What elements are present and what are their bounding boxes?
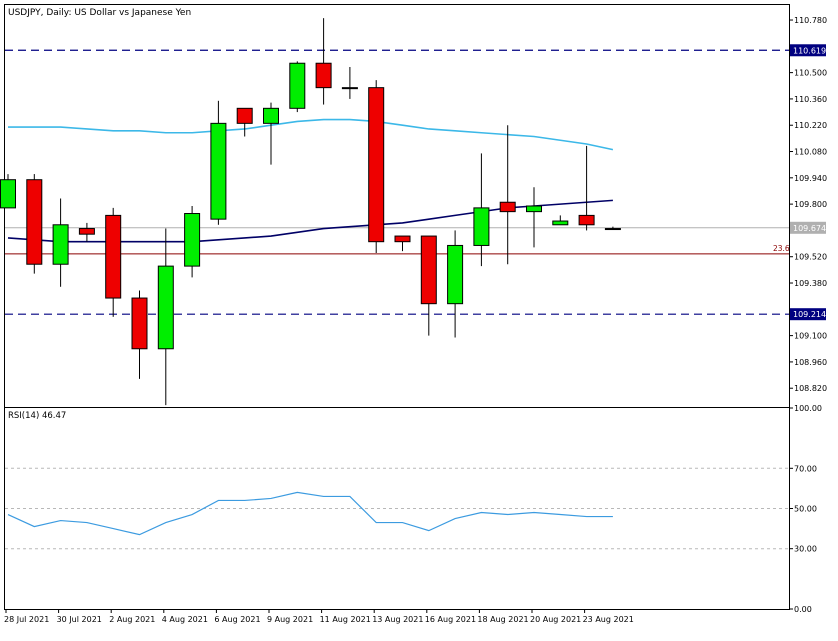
bullish-candle [0,179,16,209]
price-axis-label: 109.520 [794,253,827,262]
x-axis-label: 18 Aug 2021 [477,615,528,624]
fib-level-label: 23.6 [773,244,790,253]
price-axis-label: 110.780 [794,16,827,25]
price-axis-label: 108.960 [794,358,827,367]
bullish-candle [604,228,621,231]
moving-average-fast-line [8,118,614,151]
bearish-candle [26,179,43,265]
price-axis-label: 110.360 [794,95,827,104]
bearish-candle [578,214,595,226]
x-axis-label: 20 Aug 2021 [530,615,581,624]
x-axis-label: 11 Aug 2021 [320,615,371,624]
bearish-candle [499,201,516,213]
bullish-candle [447,244,464,305]
horizontal-level-tag-label: 110.619 [793,46,826,55]
bullish-candle [552,220,569,226]
price-panel: 23.6 [0,18,790,406]
bearish-candle [420,235,437,305]
bullish-candle [289,62,306,109]
bullish-candle [184,213,201,267]
current-price-tag-label: 109.674 [793,224,826,233]
bullish-candle [341,87,358,90]
bullish-candle [526,205,542,213]
rsi-axis-label: 30.00 [794,545,817,554]
horizontal-level-tag-box [790,308,826,321]
bearish-candle [315,62,332,89]
rsi-axis-label: 100.00 [794,404,822,413]
rsi-axis-label: 0.00 [794,605,812,614]
price-axis-label: 109.100 [794,332,827,341]
horizontal-level-tag-box [790,44,826,57]
bullish-candle [52,224,69,265]
x-axis-label: 16 Aug 2021 [425,615,476,624]
rsi-line [7,491,613,536]
bearish-candle [131,297,148,350]
price-axis-label: 110.500 [794,69,827,78]
rsi-axis-label: 50.00 [794,505,817,514]
bearish-candle [394,235,411,243]
x-axis-label: 13 Aug 2021 [372,615,423,624]
x-axis-label: 23 Aug 2021 [583,615,634,624]
bullish-candle [157,265,174,350]
rsi-title: RSI(14) 46.47 [8,411,66,421]
x-axis-label: 2 Aug 2021 [109,615,155,624]
price-axis-label: 109.380 [794,279,827,288]
bearish-candle [236,107,253,124]
bearish-candle [368,87,385,243]
horizontal-level-tag-label: 109.214 [793,310,826,319]
x-axis-label: 6 Aug 2021 [214,615,260,624]
current-price-tag-box [790,221,826,234]
bullish-candle [263,107,279,124]
bullish-candle [210,122,227,220]
price-axis-label: 108.820 [794,384,827,393]
rsi-axis-label: 70.00 [794,464,817,473]
bullish-candle [473,207,490,246]
bearish-candle [78,228,95,235]
x-axis-label: 30 Jul 2021 [57,615,102,624]
price-axis-label: 110.080 [794,148,827,157]
x-axis-label: 4 Aug 2021 [162,615,208,624]
price-axis-label: 109.800 [794,200,827,209]
price-axis-label: 110.220 [794,121,827,130]
bearish-candle [105,214,122,299]
x-axis-label: 9 Aug 2021 [267,615,313,624]
chart-title: USDJPY, Daily: US Dollar vs Japanese Yen [8,8,191,18]
x-axis-label: 28 Jul 2021 [4,615,49,624]
rsi-panel [5,467,789,550]
price-axis-label: 109.940 [794,174,827,183]
